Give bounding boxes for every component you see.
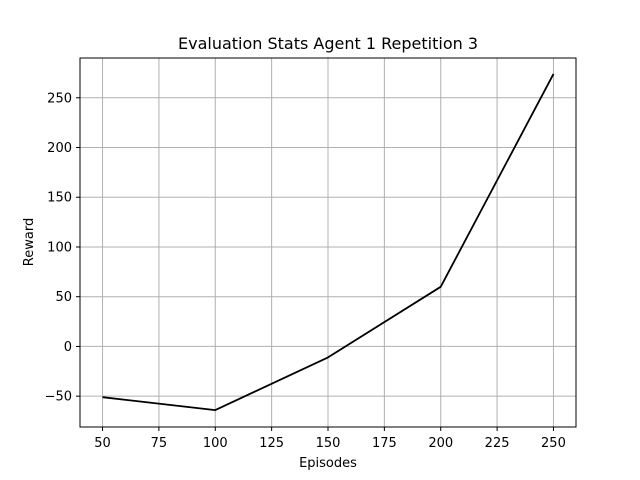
y-tick-label: 50 [55, 290, 72, 305]
x-tick-label: 125 [259, 436, 284, 451]
x-tick-label: 175 [372, 436, 397, 451]
y-tick-label: 0 [64, 340, 72, 355]
y-axis-label: Reward [22, 218, 37, 266]
y-tick-label: −50 [45, 390, 72, 405]
y-tick-label: 150 [47, 191, 72, 206]
x-tick-label: 100 [203, 436, 228, 451]
y-tick-label: 250 [47, 91, 72, 106]
x-tick-label: 150 [316, 436, 341, 451]
x-tick-label: 50 [94, 436, 111, 451]
axis-ticks: 50 75 100 125 150 175 200 225 250 −50 0 50 100 150 200… [45, 91, 566, 451]
series-layer [102, 73, 555, 412]
x-tick-label: 200 [428, 436, 453, 451]
x-tick-label: 225 [485, 436, 510, 451]
x-tick-label: 75 [151, 436, 168, 451]
y-tick-label: 200 [47, 141, 72, 156]
chart-title: Evaluation Stats Agent 1 Repetition 3 [178, 34, 478, 53]
x-tick-label: 250 [541, 436, 566, 451]
grid-lines [80, 58, 576, 427]
y-tick-label: 100 [47, 240, 72, 255]
series-line [102, 73, 555, 412]
x-axis-label: Episodes [299, 456, 357, 471]
